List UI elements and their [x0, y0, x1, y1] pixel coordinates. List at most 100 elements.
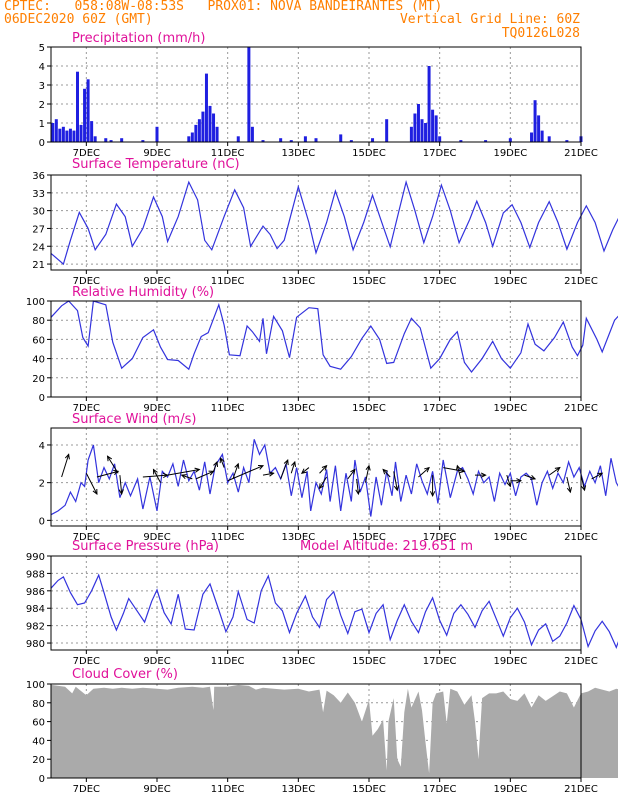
x-tick-label: 19DEC	[493, 656, 527, 667]
precip-bar	[90, 121, 94, 142]
panel-frame	[50, 300, 582, 398]
precip-bar	[83, 88, 87, 142]
wind-arrow	[232, 463, 239, 480]
x-tick-label: 7DEC	[73, 148, 100, 159]
y-tick-label: 2	[39, 100, 45, 111]
x-tick-label: 13DEC	[281, 403, 315, 414]
precip-bar	[61, 126, 65, 142]
precip-bar	[533, 100, 537, 142]
x-tick-label: 9DEC	[143, 403, 170, 414]
x-tick-label: 19DEC	[493, 532, 527, 543]
precip-bar	[420, 119, 424, 142]
x-tick-label: 17DEC	[423, 276, 457, 287]
header-location: CPTEC: 058:08W-08:53S PROX01: NOVA BANDE…	[4, 0, 443, 14]
precip-bar	[93, 136, 97, 142]
wind-arrow	[119, 475, 123, 495]
x-tick-label: 11DEC	[211, 403, 245, 414]
wind-arrow	[107, 456, 119, 474]
wind-arrow	[566, 476, 571, 493]
y-tick-label: 0	[39, 516, 45, 527]
precip-bar	[427, 66, 431, 142]
precip-bar	[530, 132, 534, 142]
header-code: TQ0126L028	[501, 26, 580, 41]
y-tick-label: 3	[39, 81, 45, 92]
wind-arrow	[319, 465, 327, 474]
wind-arrow-head	[365, 464, 371, 471]
panel-2: 21 24 27 30 33 36 7DEC 9DEC 11DEC 13DEC 15DEC 17DEC…	[32, 157, 618, 287]
precip-bar	[190, 132, 194, 142]
y-tick-label: 27	[32, 224, 45, 235]
y-tick-label: 40	[32, 736, 45, 747]
x-tick-label: 11DEC	[211, 784, 245, 795]
y-tick-label: 100	[26, 680, 45, 691]
panel-4: 0 2 4 7DEC 9DEC 11DEC 13DEC 15DEC 17DEC 19DEC 21DE…	[39, 412, 618, 543]
wind-arrow	[213, 461, 218, 472]
wind-arrow	[290, 461, 296, 474]
panel-annotation: Model Altitude: 219.651 m	[300, 539, 473, 554]
precip-bar	[236, 136, 240, 142]
precip-bar	[349, 140, 353, 142]
wind-arrow	[262, 472, 274, 476]
precip-bar	[208, 105, 212, 142]
x-tick-label: 9DEC	[143, 784, 170, 795]
precip-bar	[194, 124, 198, 142]
precip-bar	[459, 140, 463, 142]
x-tick-label: 13DEC	[281, 532, 315, 543]
panel-frame	[50, 427, 582, 527]
x-tick-label: 13DEC	[281, 656, 315, 667]
y-tick-label: 4	[39, 441, 45, 452]
precip-bar	[385, 119, 389, 142]
precip-bar	[371, 138, 375, 142]
wind-arrow-head	[321, 464, 328, 471]
wind-arrow	[153, 469, 161, 483]
wind-arrow-head	[300, 468, 307, 474]
x-tick-label: 9DEC	[143, 532, 170, 543]
precip-bar	[247, 47, 251, 142]
x-tick-label: 13DEC	[281, 148, 315, 159]
panel-1: 0 1 2 3 4 5 7DEC 9DEC 11DEC 13DEC 15DEC 17DEC 19DEC 2…	[39, 31, 598, 159]
series-line	[50, 573, 618, 649]
precip-bar	[409, 126, 413, 142]
x-tick-label: 21DEC	[564, 276, 598, 287]
y-tick-label: 21	[32, 260, 45, 271]
precip-bar	[339, 134, 343, 142]
wind-arrow	[580, 475, 586, 491]
y-tick-label: 20	[32, 374, 45, 385]
precip-bar	[109, 140, 113, 142]
panel-title: Surface Wind (m/s)	[72, 412, 196, 427]
panel-title: Relative Humidity (%)	[72, 285, 214, 300]
wind-arrow	[220, 457, 225, 468]
wind-arrow	[364, 465, 370, 483]
x-tick-label: 15DEC	[352, 148, 386, 159]
wind-arrow-head	[180, 474, 187, 480]
x-tick-label: 7DEC	[73, 276, 100, 287]
precip-bar	[212, 113, 216, 142]
panel-frame	[50, 46, 582, 143]
wind-arrow-head	[234, 462, 240, 469]
panel-frame	[50, 174, 582, 271]
x-tick-label: 11DEC	[211, 276, 245, 287]
wind-arrow	[61, 454, 70, 478]
wind-arrow-head	[516, 478, 523, 484]
wind-arrow	[301, 467, 310, 474]
y-tick-label: 36	[32, 171, 45, 182]
precip-bar	[155, 126, 159, 142]
x-tick-label: 21DEC	[564, 784, 598, 795]
precip-bar	[65, 130, 69, 142]
precip-bar	[201, 111, 205, 142]
wind-arrow-head	[318, 483, 325, 490]
wind-arrow-head	[118, 489, 124, 496]
panel-title: Cloud Cover (%)	[72, 667, 178, 682]
x-tick-label: 13DEC	[281, 784, 315, 795]
wind-arrow-head	[106, 455, 113, 462]
header-grid-note: Vertical Grid Line: 60Z	[399, 12, 580, 27]
x-tick-label: 7DEC	[73, 532, 100, 543]
x-tick-label: 17DEC	[423, 403, 457, 414]
wind-arrow-head	[152, 468, 158, 475]
precip-bar	[76, 71, 79, 142]
x-tick-label: 15DEC	[352, 276, 386, 287]
precip-bar	[434, 115, 438, 142]
precip-bar	[303, 136, 307, 142]
wind-arrow-head	[283, 458, 289, 466]
